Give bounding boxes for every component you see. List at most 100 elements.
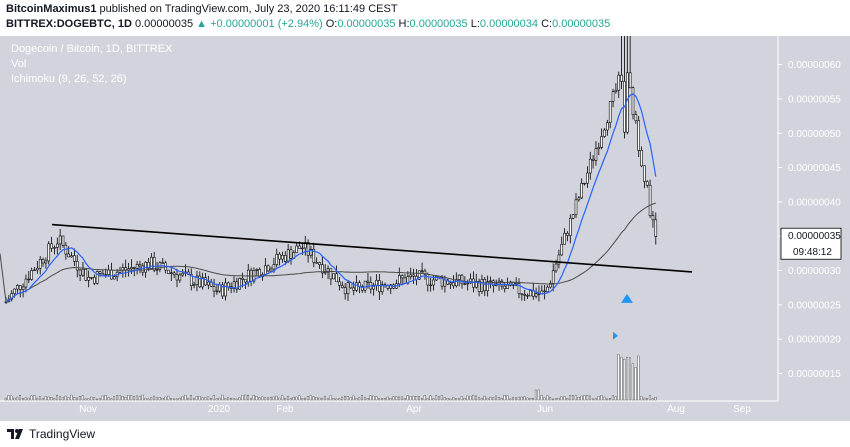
candle-body: [386, 285, 390, 289]
candle-body: [50, 243, 53, 249]
volume-bar: [116, 395, 118, 401]
candle-body: [546, 286, 549, 293]
candle-body: [312, 248, 316, 263]
candle-body: [61, 235, 65, 246]
published-text: published on TradingView.com, July 23, 2…: [99, 3, 398, 15]
volume-bar: [540, 395, 543, 401]
candle-body: [110, 269, 113, 280]
candle-body: [634, 114, 638, 122]
volume-bar: [249, 398, 252, 401]
price-tick-label: 0.00000050: [788, 129, 841, 140]
volume-bar: [620, 357, 623, 401]
volume-bar: [586, 395, 589, 401]
volume-bar: [138, 395, 141, 401]
volume-bar: [395, 396, 398, 401]
volume-bar: [170, 398, 173, 401]
volume-bar: [563, 396, 566, 401]
candle-body: [645, 181, 649, 186]
candle-body: [443, 279, 447, 287]
volume-bar: [443, 397, 446, 401]
volume-bar: [16, 396, 19, 401]
chart-area[interactable]: 0.00000060 0.00000055 0.00000050 0.00000045…: [0, 10, 850, 421]
candle-body: [654, 219, 658, 237]
volume-bar: [110, 398, 113, 401]
volume-bar: [372, 395, 375, 401]
volume-bar: [472, 394, 475, 401]
volume-bar: [144, 398, 147, 401]
volume-bar: [629, 357, 631, 401]
volume-bar: [492, 397, 495, 401]
volume-bar: [118, 395, 121, 401]
volume-bar: [210, 398, 212, 401]
candle-body: [529, 290, 532, 297]
volume-bar: [252, 395, 255, 401]
current-price-tag: 0.00000035 09:48:12: [780, 227, 842, 260]
candle-body: [87, 277, 90, 281]
price-tick-label: 0.00000020: [788, 335, 841, 346]
candle-body: [38, 259, 42, 269]
candle-body: [643, 165, 646, 182]
volume-bar: [184, 395, 187, 401]
candle-body: [141, 265, 145, 273]
volume-bar: [643, 397, 646, 401]
candle-body: [47, 243, 51, 262]
volume-bar: [617, 354, 620, 401]
volume-bar: [7, 395, 10, 401]
candle-body: [192, 284, 196, 286]
volume-bar: [398, 396, 401, 401]
time-tick-label: Feb: [276, 404, 294, 415]
volume-bar: [292, 397, 295, 401]
volume-bar: [352, 395, 355, 401]
candle-body: [486, 281, 489, 292]
volume-bar: [192, 398, 195, 401]
candle-body: [648, 184, 652, 216]
candle-body: [588, 158, 592, 174]
volume-bar: [41, 398, 44, 401]
tradingview-logo[interactable]: TradingView: [6, 426, 95, 442]
candle-body: [172, 272, 176, 276]
time-axis-ticks: Nov 2020 Feb Apr Jun Aug Sep: [79, 404, 751, 415]
candle-body: [366, 280, 370, 283]
volume-bar: [255, 396, 258, 401]
volume-bar: [446, 398, 449, 401]
candle-body: [466, 282, 470, 285]
author-name[interactable]: BitcoinMaximus1: [6, 3, 97, 15]
candle-body: [84, 268, 88, 281]
volume-bar: [161, 398, 164, 401]
volume-bar: [423, 395, 426, 401]
price-chart[interactable]: 0.00000060 0.00000055 0.00000050 0.00000045…: [0, 10, 850, 421]
candle-body: [67, 253, 70, 258]
candle-body: [58, 235, 62, 245]
candle-body: [107, 269, 110, 276]
candle-body: [289, 249, 293, 259]
volume-bar: [515, 397, 517, 401]
volume-bar: [204, 397, 207, 401]
candle-body: [463, 283, 467, 285]
volume-bar: [87, 398, 90, 401]
open-value: 0.00000035: [337, 18, 396, 30]
candle-body: [75, 261, 79, 271]
candle-body: [309, 248, 313, 256]
candle-body: [24, 278, 28, 288]
volume-bar: [187, 398, 190, 401]
candle-body: [178, 274, 182, 281]
volume-bar: [560, 396, 563, 401]
candle-body: [477, 281, 481, 292]
volume-bar: [403, 398, 406, 401]
trendline[interactable]: [51, 223, 693, 273]
volume-bar: [181, 396, 184, 401]
volume-bar: [577, 397, 580, 401]
candle-body: [614, 89, 618, 93]
candle-body: [577, 197, 581, 201]
candle-body: [597, 147, 601, 150]
volume-bar: [532, 398, 535, 401]
volume-bar: [455, 398, 458, 401]
volume-bar: [375, 396, 378, 401]
volume-bar: [318, 397, 321, 401]
volume-bar: [44, 396, 47, 401]
volume-bar: [278, 397, 281, 401]
candle-body: [161, 262, 165, 264]
volume-bar: [517, 396, 520, 401]
candle-body: [426, 273, 430, 286]
volume-bar: [281, 395, 284, 401]
